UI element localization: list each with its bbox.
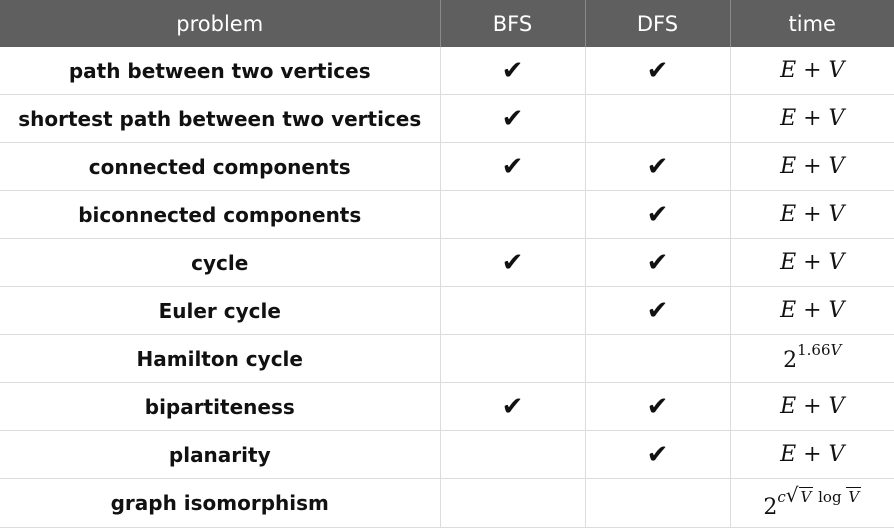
dfs-cell: ✔ xyxy=(585,142,731,191)
bfs-cell: ✔ xyxy=(440,47,586,95)
header-problem: problem xyxy=(0,0,441,47)
time-cell: E + V xyxy=(730,430,894,479)
bfs-cell xyxy=(440,430,586,479)
bfs-cell: ✔ xyxy=(440,238,586,287)
bfs-cell xyxy=(440,286,586,335)
checkmark-icon: ✔ xyxy=(646,199,669,230)
table-header: problem BFS DFS time xyxy=(0,0,894,47)
header-bfs: BFS xyxy=(440,0,586,47)
header-row: problem BFS DFS time xyxy=(0,0,894,47)
checkmark-icon: ✔ xyxy=(646,439,669,470)
table-row: biconnected components ✔ E + V xyxy=(0,190,894,239)
checkmark-icon: ✔ xyxy=(646,295,669,326)
time-cell: E + V xyxy=(730,286,894,335)
checkmark-icon: ✔ xyxy=(501,247,524,278)
table-row: Hamilton cycle 21.66V xyxy=(0,334,894,383)
problem-cell: cycle xyxy=(0,238,441,287)
time-expression: E + V xyxy=(780,154,845,179)
time-cell: E + V xyxy=(730,94,894,143)
problem-cell: planarity xyxy=(0,430,441,479)
table-row: planarity ✔ E + V xyxy=(0,430,894,479)
checkmark-icon: ✔ xyxy=(501,55,524,86)
time-expression: E + V xyxy=(780,58,845,83)
time-expression: 2c√ V log V xyxy=(763,483,862,520)
time-expression: E + V xyxy=(780,106,845,131)
time-cell: E + V xyxy=(730,47,894,95)
bfs-cell: ✔ xyxy=(440,382,586,431)
time-cell: 21.66V xyxy=(730,334,894,383)
time-cell: E + V xyxy=(730,142,894,191)
problem-cell: biconnected components xyxy=(0,190,441,239)
dfs-cell xyxy=(585,334,731,383)
problem-cell: bipartiteness xyxy=(0,382,441,431)
table-row: bipartiteness ✔ ✔ E + V xyxy=(0,382,894,431)
time-expression: E + V xyxy=(780,202,845,227)
header-dfs: DFS xyxy=(585,0,731,47)
table-row: cycle ✔ ✔ E + V xyxy=(0,238,894,287)
checkmark-icon: ✔ xyxy=(501,151,524,182)
problem-cell: Hamilton cycle xyxy=(0,334,441,383)
checkmark-icon: ✔ xyxy=(501,391,524,422)
checkmark-icon: ✔ xyxy=(501,103,524,134)
checkmark-icon: ✔ xyxy=(646,55,669,86)
header-time: time xyxy=(730,0,894,47)
time-cell: E + V xyxy=(730,190,894,239)
dfs-cell: ✔ xyxy=(585,286,731,335)
time-expression: E + V xyxy=(780,298,845,323)
dfs-cell xyxy=(585,94,731,143)
time-expression: 21.66V xyxy=(783,341,842,373)
table-row: connected components ✔ ✔ E + V xyxy=(0,142,894,191)
checkmark-icon: ✔ xyxy=(646,247,669,278)
time-cell: E + V xyxy=(730,382,894,431)
checkmark-icon: ✔ xyxy=(646,151,669,182)
problem-cell: graph isomorphism xyxy=(0,478,441,528)
table-row: Euler cycle ✔ E + V xyxy=(0,286,894,335)
problem-cell: shortest path between two vertices xyxy=(0,94,441,143)
bfs-cell xyxy=(440,190,586,239)
dfs-cell: ✔ xyxy=(585,190,731,239)
time-expression: E + V xyxy=(780,394,845,419)
dfs-cell: ✔ xyxy=(585,238,731,287)
time-expression: E + V xyxy=(780,442,845,467)
problem-cell: Euler cycle xyxy=(0,286,441,335)
dfs-cell xyxy=(585,478,731,528)
checkmark-icon: ✔ xyxy=(646,391,669,422)
bfs-cell xyxy=(440,334,586,383)
time-cell: E + V xyxy=(730,238,894,287)
bfs-cell xyxy=(440,478,586,528)
dfs-cell: ✔ xyxy=(585,47,731,95)
table-row: graph isomorphism 2c√ V log V xyxy=(0,478,894,528)
time-cell: 2c√ V log V xyxy=(730,478,894,528)
time-expression: E + V xyxy=(780,250,845,275)
table-row: shortest path between two vertices ✔ E + V xyxy=(0,94,894,143)
dfs-cell: ✔ xyxy=(585,430,731,479)
bfs-cell: ✔ xyxy=(440,94,586,143)
problem-cell: path between two vertices xyxy=(0,47,441,95)
table-row: path between two vertices ✔ ✔ E + V xyxy=(0,47,894,95)
dfs-cell: ✔ xyxy=(585,382,731,431)
problem-cell: connected components xyxy=(0,142,441,191)
bfs-cell: ✔ xyxy=(440,142,586,191)
